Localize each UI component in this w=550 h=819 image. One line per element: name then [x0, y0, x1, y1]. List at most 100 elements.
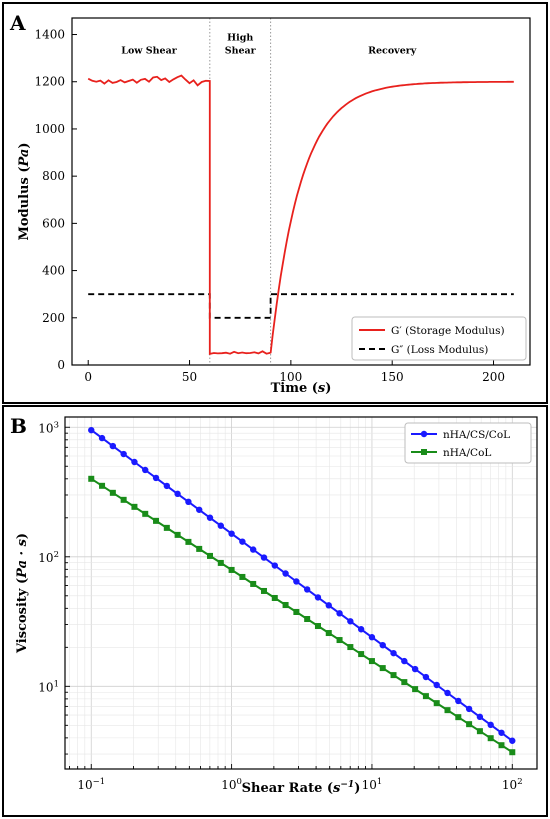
- series-nha-col-point: [422, 693, 429, 700]
- y-tick-label: 1000: [34, 122, 65, 136]
- series-nha-cs-col-point: [357, 626, 365, 633]
- series-nha-cs-col-point: [411, 665, 419, 673]
- annotation-recovery: Recovery: [368, 45, 417, 56]
- series-nha-col-point: [498, 742, 505, 749]
- annotation-high-shear-line1: High: [227, 32, 253, 43]
- annotation-high-shear-line2: Shear: [225, 45, 257, 56]
- series-nha-col-point: [476, 728, 483, 735]
- series-nha-col-point: [163, 524, 170, 531]
- x-tick-label: 150: [381, 370, 404, 384]
- legend-box: [351, 316, 527, 361]
- series-nha-col-point: [196, 545, 203, 552]
- y-tick-label: 102: [38, 550, 59, 565]
- series-nha-col-point: [250, 580, 257, 587]
- series-nha-cs-col-point: [98, 434, 106, 442]
- x-tick-label: 0: [84, 370, 92, 384]
- series-nha-cs-col-point: [88, 426, 95, 434]
- series-loss-modulus-line: [88, 293, 514, 319]
- x-axis-label: Time (s): [271, 381, 332, 396]
- panel-b-letter: B: [10, 414, 27, 438]
- series-nha-col-point: [304, 616, 311, 623]
- series-nha-col-point: [509, 749, 516, 756]
- series-nha-col-point: [174, 531, 181, 538]
- series-nha-cs-col-point: [325, 602, 332, 609]
- legend-storage-label: G′ (Storage Modulus): [391, 325, 505, 337]
- series-nha-col-point: [88, 475, 95, 482]
- series-nha-cs-col-point: [444, 689, 451, 697]
- y-tick-label: 1200: [34, 75, 65, 89]
- series-nha-cs-col-point: [152, 474, 160, 482]
- series-nha-col-point: [282, 601, 289, 608]
- series-nha-cs-col-point: [303, 586, 311, 593]
- panel-a-plot-frame: [71, 17, 531, 366]
- y-axis-label: Modulus (Pa): [17, 142, 32, 240]
- y-tick-label: 600: [42, 216, 65, 230]
- series-nha-cs-col-point: [336, 610, 343, 617]
- series-nha-col-point: [120, 496, 127, 503]
- series-nha-col-point: [401, 679, 408, 686]
- series-nha-cs-col-point: [422, 673, 430, 681]
- series-nha-col-point: [455, 714, 462, 721]
- legend-nha-cs-col-marker: [420, 430, 428, 438]
- series-nha-cs-col-point: [163, 482, 171, 490]
- legend-nha-col-label: nHA/CoL: [443, 447, 491, 459]
- y-tick-label: 1400: [34, 28, 65, 42]
- series-nha-col-point: [358, 651, 365, 658]
- series-nha-col-point: [239, 573, 246, 580]
- series-nha-cs-col-point: [401, 657, 408, 665]
- series-nha-cs-col-point: [293, 578, 300, 585]
- series-nha-col-point: [207, 552, 214, 559]
- series-nha-cs-col-point: [109, 442, 117, 450]
- series-nha-cs-col-point: [476, 713, 484, 721]
- y-tick-label: 200: [42, 311, 65, 325]
- y-tick-label: 0: [57, 358, 65, 372]
- series-nha-col-point: [153, 517, 160, 524]
- series-nha-col-line: [90, 477, 513, 754]
- series-nha-cs-col-point: [120, 450, 127, 458]
- series-nha-cs-col-point: [282, 570, 289, 577]
- series-nha-cs-col-point: [368, 634, 376, 641]
- series-nha-cs-col-point: [260, 554, 268, 561]
- series-nha-col-point: [293, 609, 300, 616]
- series-nha-col-point: [379, 665, 386, 672]
- x-tick-label: 50: [182, 370, 197, 384]
- series-nha-col-point: [368, 658, 375, 665]
- series-storage-modulus-line: [87, 74, 514, 356]
- y-axis-label: Viscosity (Pa · s): [15, 533, 30, 654]
- y-tick-label: 800: [42, 169, 65, 183]
- annotation-low-shear: Low Shear: [121, 45, 177, 56]
- legend-loss-label: G″ (Loss Modulus): [391, 344, 488, 356]
- series-nha-cs-col-point: [379, 641, 386, 649]
- series-nha-col-point: [487, 735, 494, 742]
- series-nha-cs-col-point: [455, 697, 462, 705]
- x-tick-label: 100: [279, 370, 302, 384]
- legend: nHA/CS/CoL nHA/CoL: [404, 422, 532, 464]
- panel-a-plot: 0 50 100 150 200 0 200 400 600 800 1000 1200 1400 Low…: [17, 17, 531, 396]
- series-nha-cs-col-point: [347, 618, 354, 625]
- legend-nha-cs-col-label: nHA/CS/CoL: [443, 429, 510, 441]
- legend-nha-col-marker: [421, 449, 427, 455]
- panel-b-plot-frame: [64, 416, 538, 770]
- series-nha-col-point: [260, 587, 267, 594]
- x-tick-label: 101: [362, 777, 383, 792]
- series-nha-cs-col-point: [465, 705, 473, 713]
- panel-a-letter: A: [9, 11, 26, 35]
- series-nha-col-point: [314, 623, 321, 630]
- series-nha-col-point: [131, 503, 138, 510]
- series-nha-cs-col-point: [249, 546, 257, 553]
- y-tick-label: 101: [38, 679, 59, 694]
- series-nha-col-point: [228, 566, 235, 573]
- series-nha-col-point: [433, 700, 440, 707]
- series-nha-col-point: [325, 630, 332, 637]
- series-nha-col-point: [217, 559, 224, 566]
- series-nha-cs-col-point: [142, 466, 149, 474]
- series-nha-cs-col-point: [239, 538, 246, 545]
- series-nha-cs-col-point: [433, 681, 440, 689]
- panel-b-plot: 10−1 100 101 102 101 102 103 Shear Rate (s−1) Vi…: [15, 416, 538, 796]
- series-nha-cs-col-point: [390, 649, 397, 657]
- series-nha-cs-col-point: [185, 498, 192, 506]
- series-nha-col-point: [390, 672, 397, 679]
- series-nha-cs-col-point: [174, 490, 181, 498]
- series-nha-cs-col-point: [228, 530, 235, 537]
